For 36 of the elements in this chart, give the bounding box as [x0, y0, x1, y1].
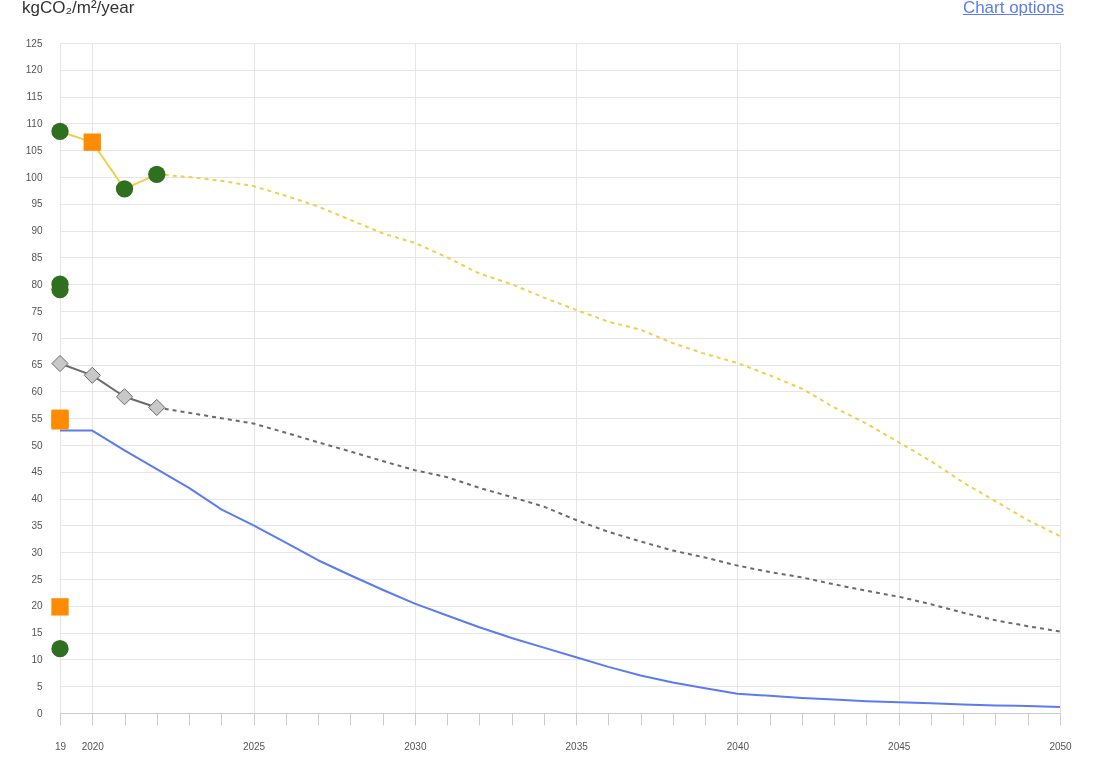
- y-tick-label: 110: [26, 117, 43, 129]
- y-tick-label: 70: [31, 332, 43, 344]
- x-tick-label: 19: [54, 740, 67, 752]
- y-tick-label: 40: [31, 493, 43, 505]
- y-tick-label: 55: [31, 412, 43, 424]
- x-tick-label: 2025: [242, 740, 266, 752]
- x-tick-label: 2045: [888, 740, 911, 752]
- y-tick-label: 115: [26, 91, 43, 103]
- y-tick-label: 65: [31, 359, 43, 371]
- y-tick-label: 75: [31, 305, 43, 317]
- x-tick-label: 2035: [565, 740, 589, 752]
- y-tick-label: 125: [25, 37, 43, 49]
- y-tick-label: 0: [36, 707, 43, 719]
- y-tick-label: 5: [36, 680, 43, 692]
- y-tick-label: 35: [31, 519, 43, 531]
- y-tick-label: 105: [25, 144, 43, 156]
- x-tick-label: 2050: [1049, 740, 1073, 752]
- y-tick-label: 60: [31, 385, 43, 397]
- text: Chart options: [962, 0, 1064, 18]
- y-tick-label: 120: [25, 64, 43, 76]
- y-tick-label: 95: [31, 198, 43, 210]
- y-tick-label: 50: [31, 439, 43, 451]
- x-tick-label: 2040: [726, 740, 750, 752]
- y-tick-label: 30: [31, 546, 43, 558]
- y-tick-label: 15: [31, 627, 43, 639]
- y-tick-label: 80: [31, 278, 43, 290]
- y-tick-label: 10: [31, 653, 43, 665]
- x-tick-label: 2020: [81, 740, 105, 752]
- y-tick-label: 25: [31, 573, 43, 585]
- y-tick-label: 85: [31, 251, 43, 263]
- y-tick-label: 45: [31, 466, 43, 478]
- y-tick-label: 20: [31, 600, 43, 612]
- y-tick-label: 90: [31, 225, 43, 237]
- chart-title: kgCO₂/m²/year: [22, 0, 135, 18]
- x-tick-label: 2030: [404, 740, 427, 752]
- y-tick-label: 100: [25, 171, 43, 183]
